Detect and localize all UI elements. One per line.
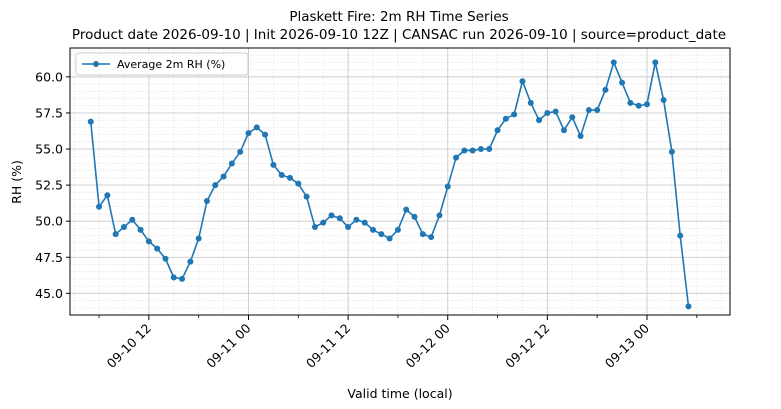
data-point <box>270 161 277 168</box>
data-point <box>469 147 476 154</box>
data-point <box>245 130 252 137</box>
data-point <box>394 226 401 233</box>
data-point <box>552 108 559 115</box>
data-point <box>668 148 675 155</box>
legend-box <box>75 52 249 76</box>
data-point <box>162 255 169 262</box>
y-tick-label: 45.0 <box>35 286 63 301</box>
data-point <box>453 154 460 161</box>
data-point <box>386 235 393 242</box>
data-point <box>212 182 219 189</box>
chart-subtitle: Product date 2026-09-10 | Init 2026-09-1… <box>72 27 726 43</box>
data-point <box>96 203 103 210</box>
chart-title: Plaskett Fire: 2m RH Time Series <box>289 9 508 25</box>
data-point <box>536 117 543 124</box>
data-point <box>353 216 360 223</box>
y-tick-label: 50.0 <box>35 214 63 229</box>
data-point <box>627 99 634 106</box>
data-point <box>220 173 227 180</box>
data-point <box>677 232 684 239</box>
legend-marker-swatch <box>93 61 99 67</box>
y-tick-label: 60.0 <box>35 69 63 84</box>
data-point <box>585 107 592 114</box>
data-point <box>145 238 152 245</box>
data-point <box>287 174 293 181</box>
data-point <box>87 118 94 125</box>
data-point <box>685 303 692 310</box>
data-point <box>311 223 318 230</box>
data-point <box>403 206 410 213</box>
data-point <box>303 193 310 200</box>
data-point <box>328 212 335 219</box>
data-point <box>428 234 435 241</box>
series-points <box>87 59 692 310</box>
y-axis-label: RH (%) <box>9 160 24 204</box>
data-point <box>345 223 352 230</box>
data-point <box>652 59 659 66</box>
y-tick-label: 55.0 <box>35 142 63 157</box>
data-point <box>262 131 269 138</box>
y-tick-label: 57.5 <box>35 105 63 120</box>
data-point <box>486 146 493 153</box>
data-point <box>619 79 626 86</box>
data-point <box>295 180 302 187</box>
data-point <box>577 133 584 140</box>
data-point <box>378 231 385 238</box>
data-point <box>195 235 202 242</box>
data-point <box>112 231 119 238</box>
data-point <box>361 219 368 226</box>
x-axis-label: Valid time (local) <box>347 386 452 401</box>
data-point <box>129 216 136 223</box>
data-point <box>511 111 518 118</box>
data-point <box>170 274 177 281</box>
data-point <box>602 86 609 93</box>
data-point <box>278 172 285 179</box>
plot-area-frame <box>69 47 731 316</box>
y-tick-label: 52.5 <box>35 178 63 193</box>
data-point <box>203 197 210 204</box>
data-point <box>569 114 576 121</box>
data-point <box>137 226 144 233</box>
data-point <box>237 148 244 155</box>
data-point <box>228 160 235 167</box>
data-point <box>336 215 343 222</box>
data-point <box>104 192 111 199</box>
data-point <box>594 107 601 114</box>
data-point <box>560 127 567 134</box>
data-point <box>610 59 617 66</box>
data-point <box>544 109 551 116</box>
data-point <box>502 115 509 122</box>
data-point <box>419 231 426 238</box>
data-point <box>154 245 161 252</box>
data-point <box>461 147 468 154</box>
legend-entry-label: Average 2m RH (%) <box>117 58 225 71</box>
data-point <box>436 212 443 219</box>
data-point <box>253 124 260 131</box>
major-grid <box>70 48 730 315</box>
data-point <box>527 99 534 106</box>
y-axis: 45.0 47.5 50.0 52.5 55.0 57.5 60.0 <box>35 69 70 301</box>
data-point <box>120 223 127 230</box>
data-point <box>643 101 650 108</box>
data-point <box>494 127 501 134</box>
data-point <box>477 146 484 153</box>
data-point <box>411 213 418 220</box>
y-tick-label: 47.5 <box>35 250 63 265</box>
data-point <box>519 78 526 85</box>
legend: Average 2m RH (%) <box>75 52 249 76</box>
data-point <box>187 258 194 265</box>
data-point <box>635 102 642 109</box>
data-point <box>370 226 377 233</box>
data-point <box>444 183 451 190</box>
data-point <box>660 96 667 103</box>
data-point <box>320 219 327 226</box>
data-point <box>179 275 186 282</box>
